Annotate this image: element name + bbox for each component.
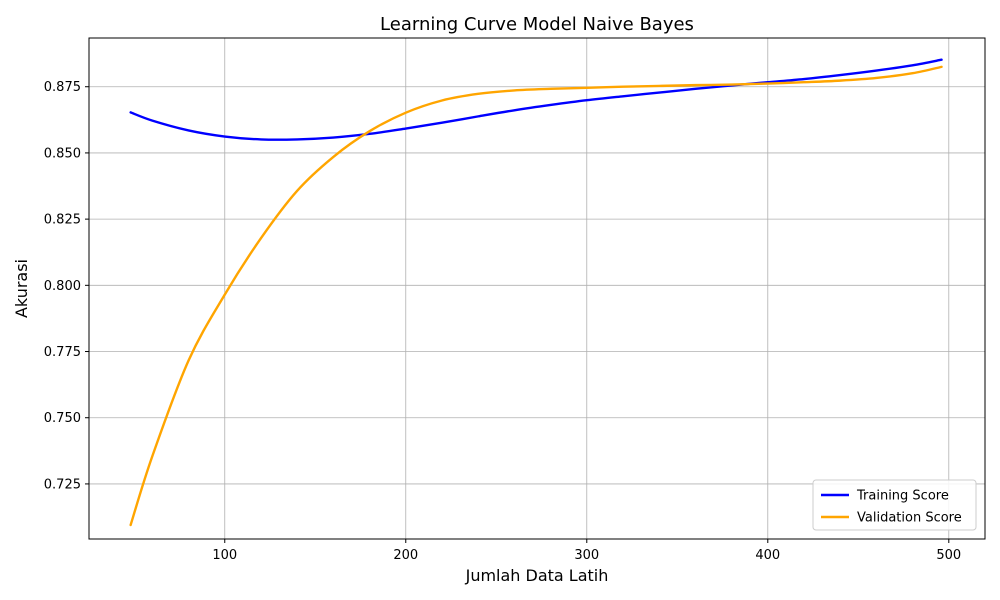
- x-tick-label: 500: [936, 548, 961, 563]
- legend-box: [812, 479, 977, 531]
- plot-frame: [88, 37, 986, 540]
- training-score-line: [129, 58, 943, 141]
- x-tick-label: 200: [393, 548, 418, 563]
- y-tick-label: 0.875: [44, 80, 81, 95]
- y-tick-label: 0.850: [44, 146, 81, 161]
- y-tick-label: 0.725: [44, 477, 81, 492]
- legend: Training Score Validation Score: [812, 479, 977, 531]
- grid-layer: [89, 38, 985, 539]
- y-tick-label: 0.825: [44, 213, 81, 228]
- y-tick-label: 0.775: [44, 345, 81, 360]
- x-tick-label: 300: [574, 548, 599, 563]
- validation-score-line: [129, 65, 943, 527]
- x-axis-label: Jumlah Data Latih: [465, 566, 609, 585]
- x-tick-label: 400: [755, 548, 780, 563]
- y-tick-label: 0.750: [44, 411, 81, 426]
- legend-label-validation-score: Validation Score: [857, 511, 962, 526]
- legend-label-training-score: Training Score: [856, 489, 949, 504]
- y-tick-label: 0.800: [44, 279, 81, 294]
- chart-title: Learning Curve Model Naive Bayes: [380, 14, 694, 35]
- ticks-layer: 100 200 300 400 500 0.725 0.750 0.775 0.800 0.825…: [44, 80, 961, 563]
- x-tick-label: 100: [212, 548, 237, 563]
- y-axis-label: Akurasi: [12, 259, 31, 318]
- series-layer: [129, 58, 943, 527]
